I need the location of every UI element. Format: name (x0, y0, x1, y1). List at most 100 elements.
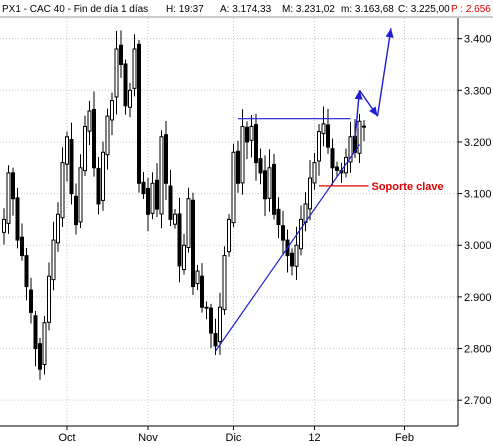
candle-body (69, 138, 74, 195)
x-tick-label: 12 (308, 432, 320, 444)
candle-body (141, 181, 146, 195)
candle-body (200, 275, 204, 308)
candle-body (231, 151, 236, 224)
candle-body (11, 172, 15, 200)
candle-body (20, 236, 24, 257)
candle-body (258, 158, 263, 174)
candle-body (290, 252, 294, 267)
candle-body (119, 44, 123, 65)
candle-body (317, 131, 321, 162)
candle-body (42, 322, 47, 365)
candle-body (15, 197, 20, 241)
candle-body (74, 195, 78, 226)
candle-body (267, 167, 272, 199)
candle-body (164, 134, 168, 184)
candle-body (299, 218, 303, 250)
candle-body (65, 136, 69, 165)
header-time: H: 19:37 (166, 4, 204, 15)
candle-body (105, 115, 110, 156)
candle-body (123, 63, 128, 107)
candle-body (137, 43, 141, 184)
candle-body (191, 199, 195, 288)
candle-body (101, 151, 105, 201)
candle-body (321, 123, 326, 135)
key-support-label: Soporte clave (372, 181, 444, 193)
candle-body (132, 48, 137, 89)
x-tick-label: Dic (226, 432, 242, 444)
candle-body (155, 179, 159, 210)
candle-body (272, 163, 276, 215)
candle-body (254, 124, 258, 164)
x-axis: Oct Nov Dic 12 Feb (58, 426, 414, 444)
candle-body (38, 343, 42, 370)
projection-arrowhead (354, 90, 363, 100)
candle-body (92, 108, 96, 169)
candle-body (114, 48, 119, 98)
header-symbol: PX1 - CAC 40 - Fin de día 1 días (2, 4, 148, 15)
candle-body (195, 270, 200, 285)
candle-body (204, 306, 209, 309)
candle-body (335, 166, 339, 171)
candle-body (240, 125, 245, 184)
candle-body (236, 150, 240, 184)
candle-body (218, 306, 222, 343)
candle-body (312, 162, 317, 184)
y-tick-label: 3.100 (464, 189, 492, 201)
projection-arrowhead (385, 28, 394, 38)
candle-body (173, 213, 177, 225)
candle-body (227, 218, 231, 253)
candle-body (348, 136, 353, 163)
candle-body (209, 307, 213, 334)
candle-body (24, 255, 29, 288)
candle-body (294, 244, 299, 267)
candle-body (245, 126, 249, 143)
candle-body (281, 225, 285, 241)
candle-body (33, 315, 38, 350)
x-tick-label: Feb (395, 432, 414, 444)
candle-body (56, 213, 60, 244)
x-tick-label: Nov (138, 432, 158, 444)
y-tick-label: 3.000 (464, 240, 492, 252)
candle-body (168, 185, 173, 220)
candle-body (222, 255, 227, 311)
projection-arrowhead (369, 106, 378, 117)
y-tick-label: 2.800 (464, 344, 492, 356)
header-mid: M: 3.231,02 (282, 4, 335, 15)
candle-body (6, 172, 11, 224)
candle-body (326, 124, 330, 148)
candle-body (29, 289, 33, 313)
candle-body (146, 188, 150, 215)
candle-body (128, 89, 132, 108)
candle-body (249, 125, 254, 141)
y-tick-label: 3.200 (464, 137, 492, 149)
overlays: Soporte clave (215, 28, 444, 352)
candles (2, 30, 366, 380)
candle-body (60, 162, 65, 219)
chart-header: PX1 - CAC 40 - Fin de día 1 días H: 19:3… (2, 4, 491, 15)
candle-body (308, 177, 312, 210)
candle-body (83, 125, 87, 172)
candle-body (150, 182, 155, 214)
ascending-trendline (215, 144, 360, 352)
candle-body (213, 333, 218, 347)
candle-body (51, 239, 56, 281)
candle-body (177, 213, 182, 267)
candle-body (186, 198, 191, 249)
candle-body (47, 275, 51, 323)
y-tick-label: 3.400 (464, 34, 492, 46)
header-ask: A: 3.174,33 (220, 4, 272, 15)
candle-body (110, 100, 114, 121)
x-tick-label: Oct (58, 432, 75, 444)
candle-body (357, 120, 362, 154)
candle-body (276, 208, 281, 226)
header-pct: P : 2.656 (451, 4, 491, 15)
candle-body (96, 167, 101, 205)
header-close: C: 3.225,00 (398, 4, 450, 15)
y-axis: 2.700 2.800 2.900 3.000 3.100 3.200 3.300 3.400 (458, 34, 492, 407)
y-tick-label: 3.300 (464, 85, 492, 97)
header-low: m: 3.163,68 (341, 4, 394, 15)
candle-body (263, 170, 267, 200)
y-tick-label: 2.700 (464, 395, 492, 407)
candle-body (330, 148, 335, 169)
